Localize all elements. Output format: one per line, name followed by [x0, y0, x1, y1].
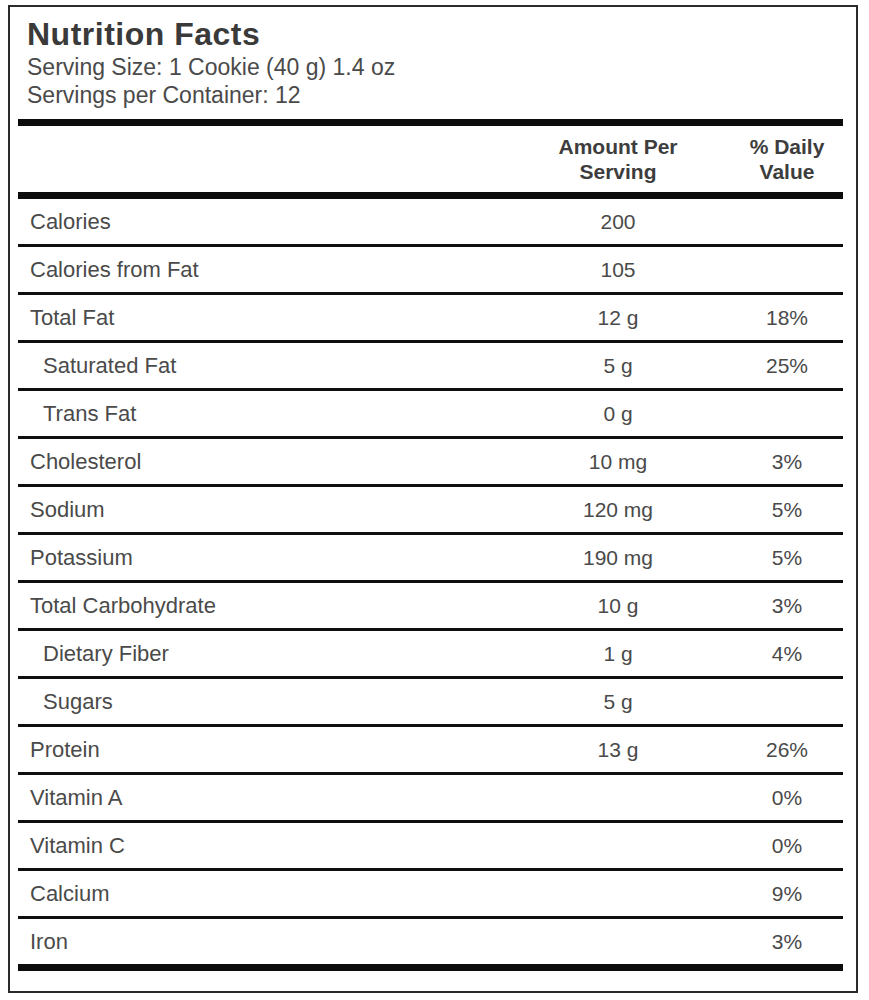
nutrient-name: Vitamin A — [18, 785, 505, 811]
column-header-amount-line1: Amount Per — [505, 134, 731, 159]
thick-divider-header — [18, 192, 843, 199]
nutrient-daily-value: 5% — [731, 498, 843, 522]
nutrient-daily-value: 3% — [731, 450, 843, 474]
nutrient-name: Iron — [18, 929, 505, 955]
nutrient-name: Cholesterol — [18, 449, 505, 475]
thick-divider-top — [18, 119, 843, 126]
nutrient-row: Calories 200 — [18, 199, 843, 247]
nutrient-daily-value: 4% — [731, 642, 843, 666]
nutrient-amount: 5 g — [505, 690, 731, 714]
nutrient-amount: 0 g — [505, 402, 731, 426]
nutrient-daily-value: 9% — [731, 882, 843, 906]
nutrient-amount: 190 mg — [505, 546, 731, 570]
serving-size-text: Serving Size: 1 Cookie (40 g) 1.4 oz — [27, 53, 856, 81]
nutrient-name: Saturated Fat — [18, 353, 505, 379]
nutrient-row: Sugars 5 g — [18, 679, 843, 727]
nutrient-name: Vitamin C — [18, 833, 505, 859]
nutrient-name: Trans Fat — [18, 401, 505, 427]
nutrient-amount: 200 — [505, 210, 731, 234]
nutrient-row: Calcium 9% — [18, 871, 843, 919]
nutrient-daily-value: 3% — [731, 594, 843, 618]
nutrient-amount: 12 g — [505, 306, 731, 330]
nutrient-name: Protein — [18, 737, 505, 763]
nutrition-table: Calories 200 Calories from Fat 105 Total… — [18, 199, 843, 964]
nutrient-row: Saturated Fat 5 g 25% — [18, 343, 843, 391]
nutrient-amount: 5 g — [505, 354, 731, 378]
nutrition-facts-label: Nutrition Facts Serving Size: 1 Cookie (… — [8, 5, 858, 993]
nutrient-amount: 13 g — [505, 738, 731, 762]
column-header-dv-line1: % Daily — [731, 134, 843, 159]
nutrient-row: Vitamin A 0% — [18, 775, 843, 823]
nutrient-daily-value: 0% — [731, 786, 843, 810]
nutrient-amount: 1 g — [505, 642, 731, 666]
nutrient-daily-value: 26% — [731, 738, 843, 762]
nutrient-amount: 10 mg — [505, 450, 731, 474]
page-title: Nutrition Facts — [27, 15, 856, 53]
nutrient-row: Total Carbohydrate 10 g 3% — [18, 583, 843, 631]
nutrient-name: Sugars — [18, 689, 505, 715]
nutrient-row: Potassium 190 mg 5% — [18, 535, 843, 583]
nutrient-row: Total Fat 12 g 18% — [18, 295, 843, 343]
nutrient-row: Sodium 120 mg 5% — [18, 487, 843, 535]
column-headers: Amount Per Serving % Daily Value — [18, 126, 843, 192]
nutrient-row: Protein 13 g 26% — [18, 727, 843, 775]
nutrient-amount: 120 mg — [505, 498, 731, 522]
nutrient-name: Dietary Fiber — [18, 641, 505, 667]
nutrient-daily-value: 3% — [731, 930, 843, 954]
nutrient-row: Iron 3% — [18, 919, 843, 964]
nutrient-row: Dietary Fiber 1 g 4% — [18, 631, 843, 679]
nutrient-name: Calories from Fat — [18, 257, 505, 283]
column-header-amount: Amount Per Serving — [505, 134, 731, 184]
nutrient-row: Cholesterol 10 mg 3% — [18, 439, 843, 487]
label-header: Nutrition Facts Serving Size: 1 Cookie (… — [10, 7, 856, 109]
nutrient-name: Sodium — [18, 497, 505, 523]
nutrient-row: Trans Fat 0 g — [18, 391, 843, 439]
column-header-amount-line2: Serving — [505, 159, 731, 184]
nutrient-daily-value: 18% — [731, 306, 843, 330]
column-header-dv-line2: Value — [731, 159, 843, 184]
servings-per-container-text: Servings per Container: 12 — [27, 81, 856, 109]
nutrient-daily-value: 25% — [731, 354, 843, 378]
thick-divider-bottom — [18, 964, 843, 971]
nutrient-row: Calories from Fat 105 — [18, 247, 843, 295]
nutrient-name: Calories — [18, 209, 505, 235]
nutrient-name: Total Carbohydrate — [18, 593, 505, 619]
nutrient-daily-value: 5% — [731, 546, 843, 570]
nutrient-name: Calcium — [18, 881, 505, 907]
column-header-spacer — [18, 134, 505, 184]
nutrient-row: Vitamin C 0% — [18, 823, 843, 871]
nutrient-name: Potassium — [18, 545, 505, 571]
nutrient-daily-value: 0% — [731, 834, 843, 858]
nutrient-amount: 105 — [505, 258, 731, 282]
nutrient-amount: 10 g — [505, 594, 731, 618]
column-header-daily-value: % Daily Value — [731, 134, 843, 184]
nutrient-name: Total Fat — [18, 305, 505, 331]
